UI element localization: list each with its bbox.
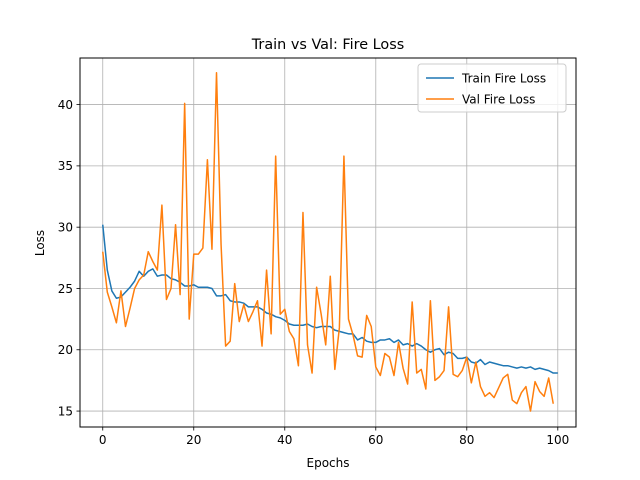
x-tick-label: 0 xyxy=(99,433,107,447)
chart-title: Train vs Val: Fire Loss xyxy=(251,37,404,53)
legend-label: Train Fire Loss xyxy=(461,71,546,85)
legend-label: Val Fire Loss xyxy=(462,92,535,106)
y-axis-label: Loss xyxy=(33,230,47,256)
y-axis-ticks: 15 20 25 30 35 40 xyxy=(58,98,80,418)
x-axis-ticks: 0 20 40 60 80 100 xyxy=(99,427,569,447)
grid-lines xyxy=(80,58,576,427)
x-tick-label: 80 xyxy=(459,433,474,447)
y-tick-label: 40 xyxy=(58,98,73,112)
legend-box xyxy=(417,63,567,113)
x-axis-label: Epochs xyxy=(307,456,350,470)
x-tick-label: 20 xyxy=(186,433,201,447)
x-tick-label: 40 xyxy=(277,433,292,447)
legend: Train Fire Loss Val Fire Loss xyxy=(417,63,567,113)
y-tick-label: 30 xyxy=(58,220,73,234)
series-lines xyxy=(102,71,558,412)
y-tick-label: 25 xyxy=(58,282,73,296)
x-tick-label: 60 xyxy=(368,433,383,447)
plot-frame xyxy=(79,57,577,428)
y-tick-label: 20 xyxy=(58,343,73,357)
y-tick-label: 35 xyxy=(58,159,73,173)
series-line-1 xyxy=(102,224,558,374)
y-tick-label: 15 xyxy=(58,404,73,418)
series-line-2 xyxy=(102,71,554,412)
x-tick-label: 100 xyxy=(546,433,569,447)
